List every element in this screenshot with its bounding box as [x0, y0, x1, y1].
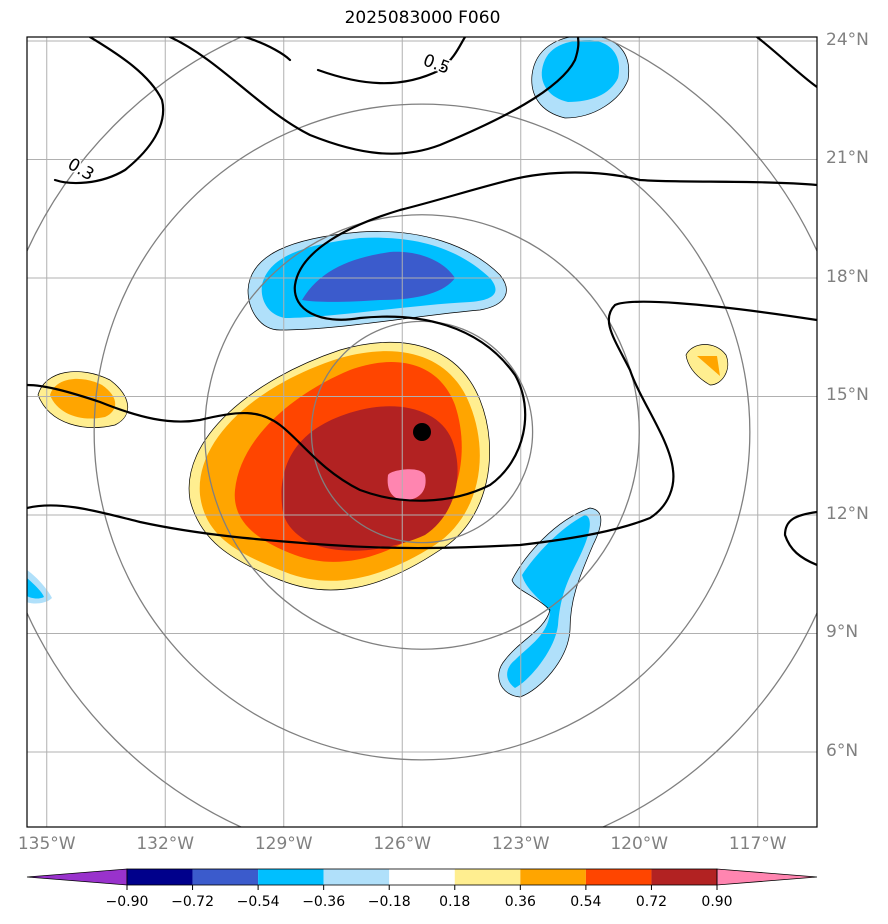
y-tick-label: 24°N — [826, 29, 869, 50]
colorbar-segment — [651, 869, 717, 885]
colorbar-segment — [389, 869, 455, 885]
colorbar-tick-label: 0.72 — [635, 894, 668, 910]
colorbar-segment — [127, 869, 193, 885]
colorbar-tick-label: 0.18 — [439, 894, 471, 910]
colorbar-extend-high — [716, 868, 818, 886]
y-tick-label: 6°N — [826, 740, 859, 761]
colorbar-segment — [520, 869, 586, 885]
contour-line-top — [243, 37, 467, 85]
colorbar-tick-label: −0.36 — [302, 894, 346, 910]
colorbar-extend-low — [26, 868, 128, 886]
colorbar-tick-label: −0.54 — [236, 894, 280, 910]
colorbar — [26, 868, 818, 890]
chart-title: 2025083000 F060 — [344, 8, 501, 28]
colorbar-tick-label: −0.90 — [105, 894, 149, 910]
east-positive-036 — [697, 356, 720, 376]
x-tick-label: 132°W — [136, 834, 195, 854]
colorbar-tick-label: −0.72 — [171, 894, 214, 910]
map-frame — [26, 36, 818, 828]
colorbar-tick-label: 0.54 — [570, 894, 602, 910]
colorbar-tick-label: 0.90 — [701, 894, 733, 910]
negative-anomaly-se-036 — [507, 515, 590, 688]
contour-line-arc — [168, 37, 580, 155]
x-tick-label: 126°W — [373, 834, 432, 854]
range-ring — [93, 103, 751, 761]
storm-center-marker — [413, 423, 431, 441]
positive-anomaly-090 — [387, 469, 426, 500]
x-tick-label: 120°W — [610, 834, 669, 854]
negative-anomaly-top-036 — [541, 40, 620, 102]
x-tick-label: 123°W — [491, 834, 550, 854]
colorbar-tick-label: −0.18 — [367, 894, 411, 910]
colorbar-segment — [585, 869, 652, 885]
negative-anomaly-north-054 — [302, 251, 455, 302]
x-tick-label: 135°W — [17, 834, 76, 854]
colorbar-segment — [192, 869, 259, 885]
contour-line-se — [783, 510, 817, 567]
y-tick-label: 21°N — [826, 148, 869, 169]
colorbar-segment — [323, 869, 390, 885]
y-tick-label: 18°N — [826, 266, 869, 287]
y-tick-label: 9°N — [826, 622, 859, 643]
x-tick-label: 129°W — [254, 834, 313, 854]
contour-line-south — [27, 300, 817, 550]
contour-line-big-loop — [27, 171, 817, 502]
x-tick-label: 117°W — [728, 834, 787, 854]
colorbar-tick-label: 0.36 — [504, 894, 536, 910]
y-tick-label: 15°N — [826, 385, 869, 406]
contour-label: 0.5 — [420, 51, 452, 79]
colorbar-segment — [258, 869, 324, 885]
colorbar-outline — [126, 868, 718, 886]
range-ring — [310, 320, 534, 544]
y-tick-label: 12°N — [826, 503, 869, 524]
west-negative-036 — [27, 578, 44, 599]
range-ring — [204, 214, 640, 650]
colorbar-segment — [454, 869, 521, 885]
west-positive-036 — [50, 378, 116, 419]
east-positive-outer — [686, 344, 728, 385]
contour-line-east — [755, 37, 817, 89]
contour-line-north-left — [53, 37, 165, 185]
